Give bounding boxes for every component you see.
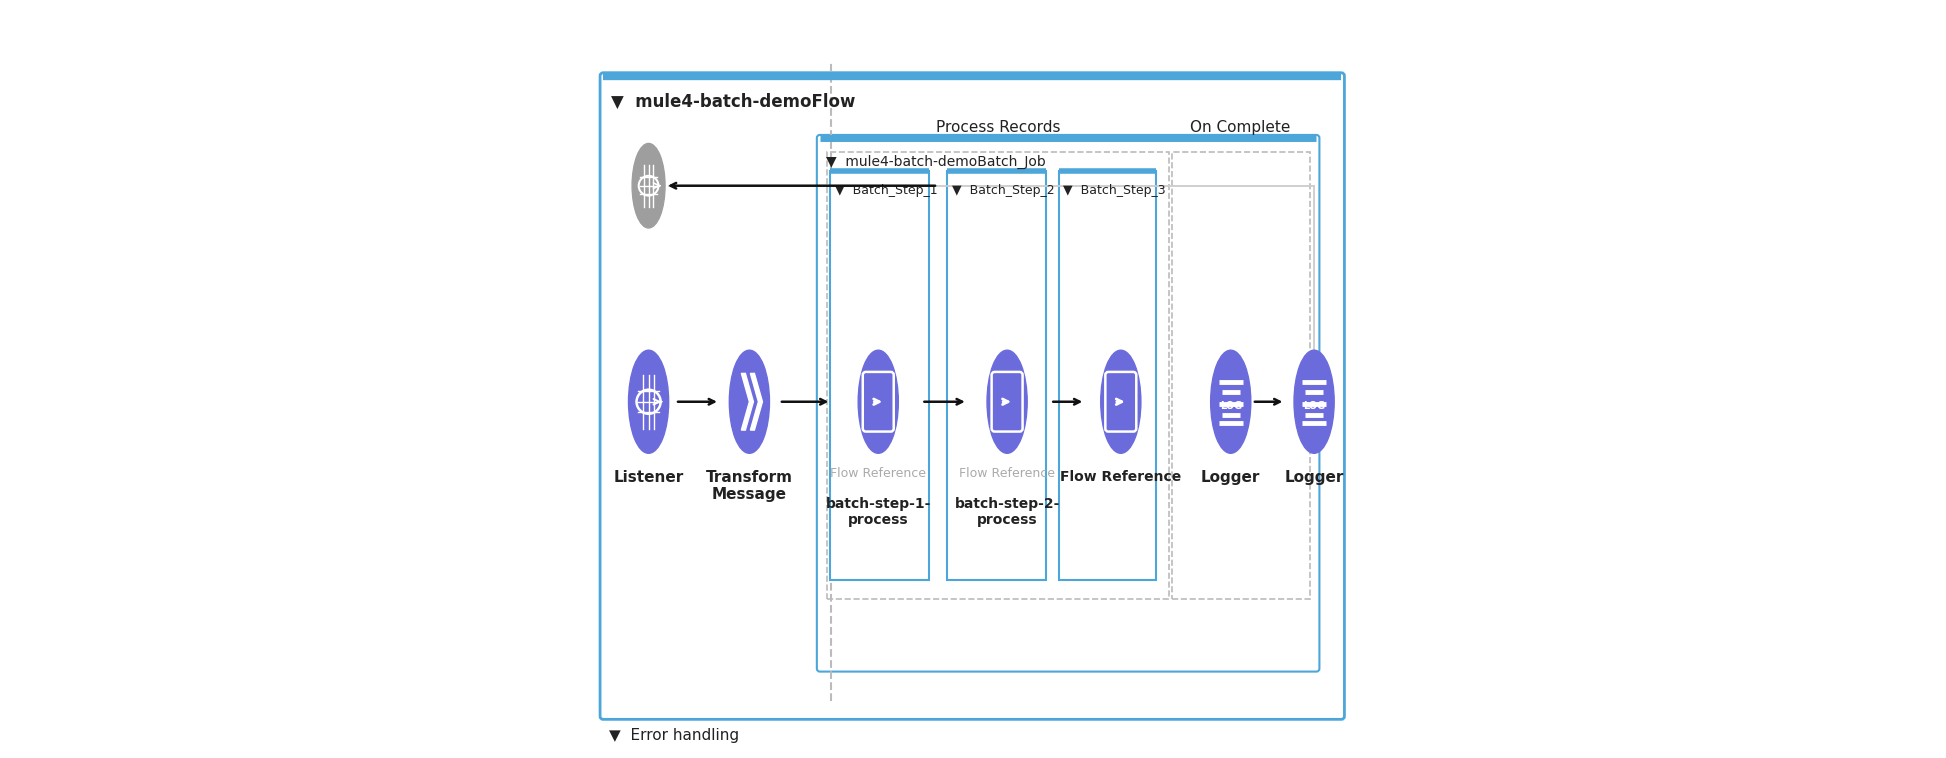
Ellipse shape [629,350,669,453]
FancyBboxPatch shape [831,171,928,580]
Text: ▼  Batch_Step_1: ▼ Batch_Step_1 [835,184,938,197]
Text: Logger: Logger [1201,470,1261,485]
Text: batch-step-2-
process: batch-step-2- process [954,497,1061,528]
Ellipse shape [1294,350,1335,453]
FancyBboxPatch shape [948,171,1045,580]
Ellipse shape [1101,350,1140,453]
Ellipse shape [730,350,769,453]
Text: On Complete: On Complete [1191,120,1290,135]
Text: LOG: LOG [1220,401,1242,411]
FancyBboxPatch shape [1059,171,1156,580]
Text: ▼  Error handling: ▼ Error handling [609,728,739,743]
FancyBboxPatch shape [817,135,1319,672]
Text: Listener: Listener [613,470,683,485]
Ellipse shape [1210,350,1251,453]
Text: Process Records: Process Records [936,120,1061,135]
Text: Flow Reference: Flow Reference [959,467,1055,480]
Text: Flow Reference: Flow Reference [831,467,926,480]
Text: ▼  Batch_Step_2: ▼ Batch_Step_2 [952,184,1055,197]
Text: Flow Reference: Flow Reference [1061,470,1181,484]
FancyBboxPatch shape [599,73,1345,719]
Text: batch-step-1-
process: batch-step-1- process [825,497,930,528]
FancyBboxPatch shape [827,152,1168,599]
FancyBboxPatch shape [1171,152,1310,599]
Text: ▼  mule4-batch-demoBatch_Job: ▼ mule4-batch-demoBatch_Job [825,155,1045,169]
Polygon shape [751,374,763,430]
Ellipse shape [632,143,666,228]
Text: ▼  mule4-batch-demoFlow: ▼ mule4-batch-demoFlow [611,92,854,111]
Text: Logger: Logger [1284,470,1345,485]
Polygon shape [741,374,753,430]
Ellipse shape [987,350,1027,453]
Ellipse shape [858,350,899,453]
Text: ▼  Batch_Step_3: ▼ Batch_Step_3 [1063,184,1166,197]
Text: Transform
Message: Transform Message [706,470,792,503]
Text: LOG: LOG [1304,401,1325,411]
